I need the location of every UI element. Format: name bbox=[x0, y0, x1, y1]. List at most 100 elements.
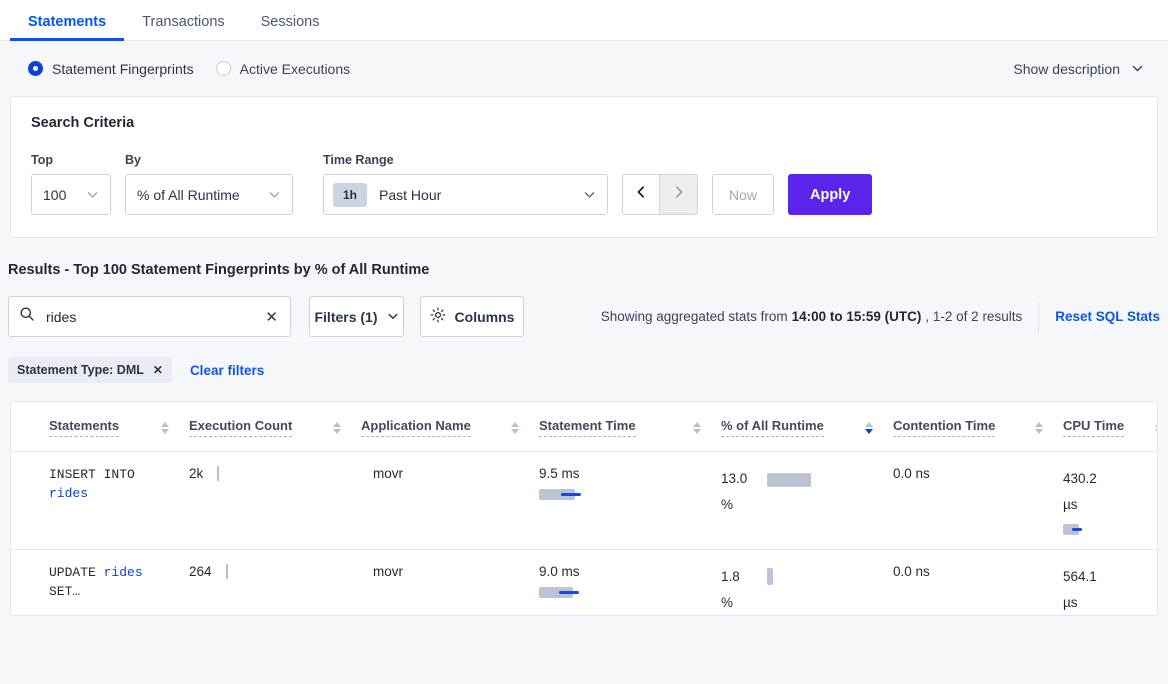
cpu-time-bar-marker bbox=[1072, 528, 1082, 532]
radio-statement-fingerprints[interactable]: Statement Fingerprints bbox=[28, 61, 194, 77]
column-header-statements-label: Statements bbox=[49, 418, 120, 437]
time-range-value: Past Hour bbox=[379, 186, 442, 203]
cell-statement[interactable]: UPDATE rides SET… bbox=[11, 549, 183, 615]
clear-search-icon[interactable]: ✕ bbox=[265, 308, 278, 326]
results-toolbar: rides ✕ Filters (1) Columns Showing aggr… bbox=[8, 296, 1168, 337]
tab-statements[interactable]: Statements bbox=[10, 14, 125, 41]
sort-toggle-execution-count[interactable] bbox=[333, 421, 349, 434]
now-button[interactable]: Now bbox=[712, 174, 774, 215]
view-options-row: Statement Fingerprints Active Executions… bbox=[0, 41, 1168, 96]
radio-selected-icon bbox=[28, 61, 43, 76]
results-status: Showing aggregated stats from 14:00 to 1… bbox=[601, 301, 1160, 332]
column-header-statements[interactable]: Statements bbox=[11, 402, 183, 452]
status-suffix: , 1-2 of 2 results bbox=[925, 309, 1023, 324]
sort-toggle-contention-time[interactable] bbox=[1035, 421, 1051, 434]
execution-count-value: 2k bbox=[189, 466, 204, 481]
search-input-wrapper[interactable]: rides ✕ bbox=[8, 296, 291, 337]
column-header-application-name[interactable]: Application Name bbox=[355, 402, 533, 452]
status-time-range: 14:00 to 15:59 (UTC) bbox=[791, 309, 922, 324]
search-criteria-title: Search Criteria bbox=[31, 115, 135, 131]
pct-all-runtime-bar bbox=[767, 568, 773, 586]
radio-active-executions-label: Active Executions bbox=[239, 60, 351, 77]
column-header-cpu-time[interactable]: CPU Time bbox=[1057, 402, 1157, 452]
cell-cpu-time: 564.1 µs bbox=[1057, 549, 1157, 615]
column-header-contention-time[interactable]: Contention Time bbox=[887, 402, 1057, 452]
sort-toggle-cpu-time[interactable] bbox=[1155, 421, 1157, 434]
clear-filters-link[interactable]: Clear filters bbox=[189, 362, 265, 378]
radio-active-executions[interactable]: Active Executions bbox=[215, 60, 351, 77]
statement-text-part1: UPDATE bbox=[49, 565, 104, 581]
search-criteria-panel: Search Criteria Top 100 By % of All Runt… bbox=[10, 96, 1158, 238]
cpu-time-value: 430.2 µs bbox=[1063, 471, 1097, 512]
column-header-statement-time[interactable]: Statement Time bbox=[533, 402, 715, 452]
search-criteria-fields: Top 100 By % of All Runtime Time Range bbox=[31, 153, 1137, 215]
table-header-row: Statements Execution Count Application N… bbox=[11, 402, 1157, 452]
statement-text-part2: SET… bbox=[49, 584, 81, 600]
statement-text-match: rides bbox=[103, 565, 143, 581]
by-select[interactable]: % of All Runtime bbox=[125, 174, 293, 215]
divider bbox=[1038, 301, 1040, 332]
time-range-pill: 1h bbox=[333, 182, 368, 207]
cell-pct-all-runtime: 13.0 % bbox=[715, 451, 887, 551]
close-icon[interactable]: ✕ bbox=[152, 363, 163, 377]
column-header-pct-all-runtime[interactable]: % of All Runtime bbox=[715, 402, 887, 452]
pct-all-runtime-value: 13.0 % bbox=[721, 471, 748, 512]
tab-sessions[interactable]: Sessions bbox=[243, 13, 338, 41]
sort-toggle-statements[interactable] bbox=[161, 421, 177, 434]
statement-text-match: rides bbox=[49, 485, 89, 501]
cpu-time-bar bbox=[1063, 524, 1082, 536]
statements-table-wrapper: Statements Execution Count Application N… bbox=[10, 401, 1158, 616]
top-label: Top bbox=[31, 153, 53, 167]
statement-time-bar bbox=[539, 587, 579, 599]
filter-chip-statement-type[interactable]: Statement Type: DML ✕ bbox=[8, 357, 172, 383]
statements-table: Statements Execution Count Application N… bbox=[11, 402, 1157, 615]
sort-toggle-application-name[interactable] bbox=[511, 421, 527, 434]
columns-button[interactable]: Columns bbox=[420, 296, 524, 337]
table-row[interactable]: INSERT INTO rides 2k movr 9.5 ms bbox=[11, 451, 1157, 551]
reset-sql-stats-link[interactable]: Reset SQL Stats bbox=[1055, 309, 1160, 324]
chevron-left-icon bbox=[634, 185, 648, 204]
cell-contention-time: 0.0 ns bbox=[887, 451, 1057, 551]
time-range-select[interactable]: 1h Past Hour bbox=[323, 174, 608, 215]
search-input[interactable]: rides bbox=[46, 308, 77, 325]
statement-time-value: 9.5 ms bbox=[539, 466, 580, 481]
results-title: Results - Top 100 Statement Fingerprints… bbox=[8, 262, 430, 278]
column-header-execution-count-label: Execution Count bbox=[189, 418, 293, 437]
next-time-button[interactable] bbox=[660, 174, 698, 215]
tab-transactions[interactable]: Transactions bbox=[124, 14, 242, 41]
pct-all-runtime-value: 1.8 % bbox=[721, 569, 740, 610]
chevron-down-icon bbox=[268, 188, 281, 201]
now-button-label: Now bbox=[728, 186, 757, 203]
radio-unselected-icon bbox=[215, 61, 231, 76]
radio-statement-fingerprints-label: Statement Fingerprints bbox=[52, 60, 194, 77]
cell-statement[interactable]: INSERT INTO rides bbox=[11, 451, 183, 551]
execution-count-value: 264 bbox=[189, 564, 212, 580]
sort-toggle-pct-all-runtime[interactable] bbox=[865, 421, 881, 434]
table-row[interactable]: UPDATE rides SET… 264 movr 9.0 ms bbox=[11, 549, 1157, 615]
column-header-execution-count[interactable]: Execution Count bbox=[183, 402, 355, 452]
filters-button-label: Filters (1) bbox=[314, 308, 378, 325]
column-header-statement-time-label: Statement Time bbox=[539, 418, 636, 437]
top-select[interactable]: 100 bbox=[31, 174, 111, 215]
previous-time-button[interactable] bbox=[622, 174, 660, 215]
statement-time-bar bbox=[539, 489, 581, 500]
column-header-cpu-time-label: CPU Time bbox=[1063, 418, 1125, 437]
chevron-right-icon bbox=[672, 185, 686, 204]
filters-button[interactable]: Filters (1) bbox=[309, 296, 404, 337]
cpu-time-value: 564.1 µs bbox=[1063, 569, 1097, 610]
show-description-label: Show description bbox=[1013, 60, 1120, 77]
time-range-label: Time Range bbox=[323, 153, 394, 167]
filter-chip-label: Statement Type: DML bbox=[17, 363, 144, 377]
sort-toggle-statement-time[interactable] bbox=[693, 421, 709, 434]
application-name-value: movr bbox=[373, 564, 403, 580]
apply-button[interactable]: Apply bbox=[788, 174, 873, 215]
by-value: % of All Runtime bbox=[137, 186, 240, 203]
top-value: 100 bbox=[43, 186, 67, 203]
show-description-toggle[interactable]: Show description bbox=[1013, 61, 1144, 77]
execution-count-bar bbox=[217, 466, 220, 481]
tab-sessions-label: Sessions bbox=[260, 13, 320, 30]
chevron-down-icon bbox=[86, 188, 99, 201]
time-range-controls: 1h Past Hour bbox=[323, 174, 873, 215]
column-header-contention-time-label: Contention Time bbox=[893, 418, 996, 437]
column-header-pct-all-runtime-label: % of All Runtime bbox=[721, 418, 824, 437]
